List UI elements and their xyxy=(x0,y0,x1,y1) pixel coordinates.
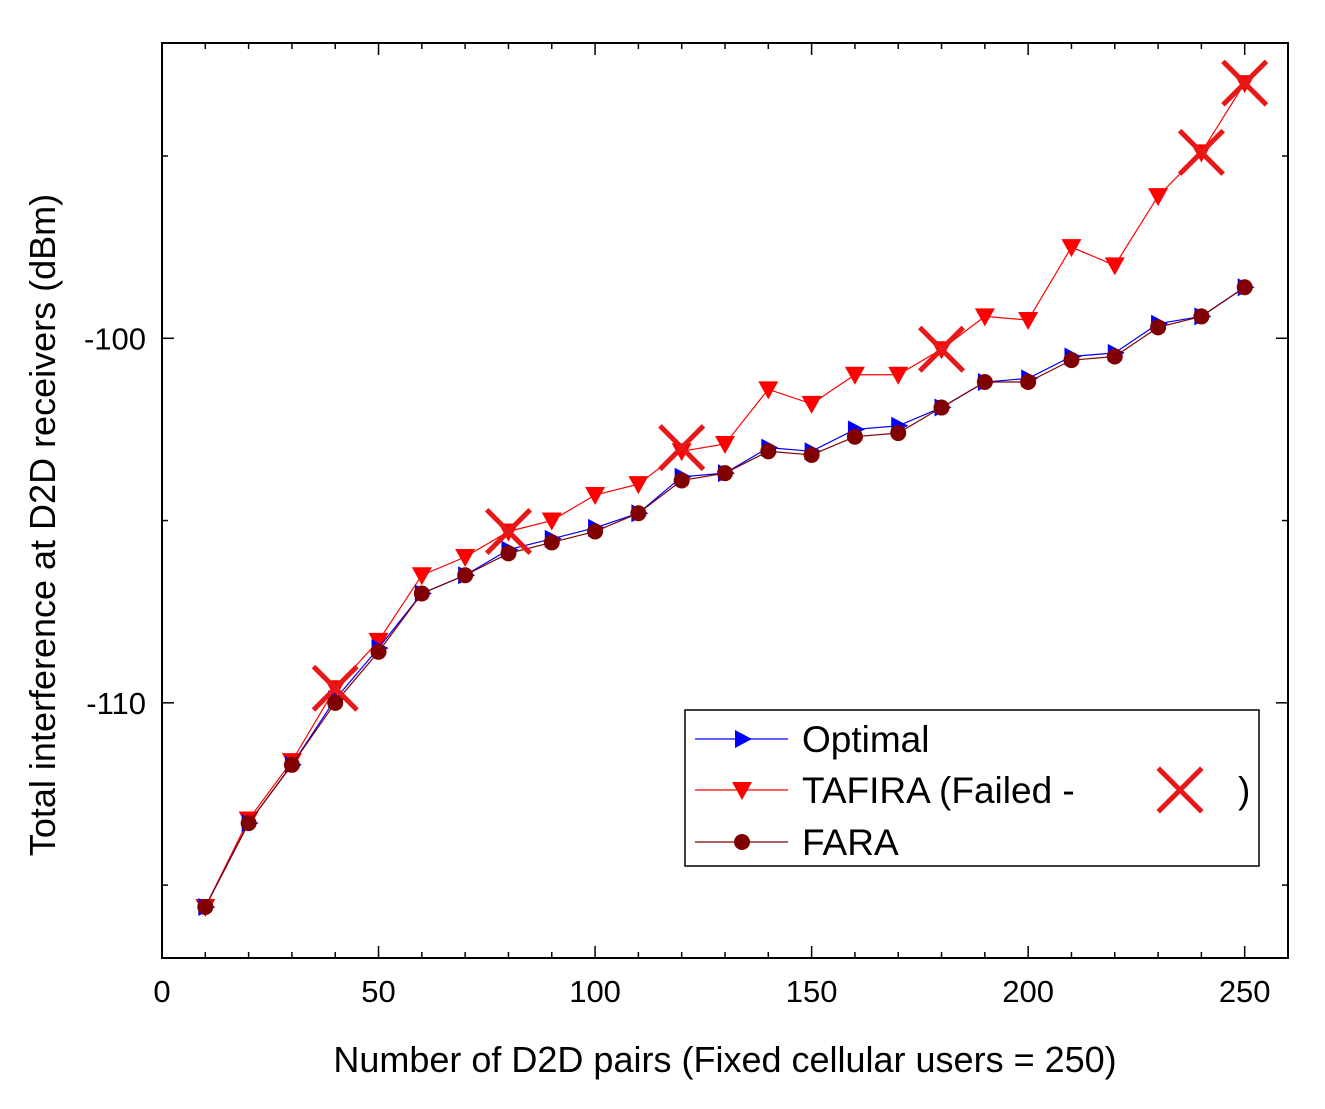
data-point xyxy=(500,545,517,562)
data-point xyxy=(585,487,606,506)
data-point xyxy=(543,534,560,551)
data-point xyxy=(803,446,820,463)
x-tick-label: 0 xyxy=(153,974,170,1009)
data-point xyxy=(630,505,647,522)
data-point xyxy=(1148,188,1169,207)
failed-x-marker xyxy=(918,325,966,373)
legend: Optimal TAFIRA (Failed -) FARA xyxy=(684,709,1260,867)
x-axis-label: Number of D2D pairs (Fixed cellular user… xyxy=(333,1039,1116,1080)
data-point xyxy=(844,366,865,385)
legend-item: FARA xyxy=(695,822,899,863)
x-tick-labels: 0 50 100 150 200 250 xyxy=(153,974,1270,1009)
legend-label-suffix: ) xyxy=(1238,770,1250,811)
failed-x-marker xyxy=(1177,128,1225,176)
data-point xyxy=(1236,279,1253,296)
legend-failed-icon xyxy=(1156,766,1204,814)
data-point xyxy=(715,435,735,454)
data-point xyxy=(1020,374,1037,391)
failed-x-marker xyxy=(311,664,359,712)
data-point xyxy=(1150,319,1167,336)
data-point xyxy=(541,512,562,531)
data-point xyxy=(976,374,993,391)
legend-marker xyxy=(735,730,752,748)
legend-box xyxy=(684,709,1260,867)
data-point xyxy=(1061,239,1082,258)
y-axis-label: Total interference at D2D receivers (dBm… xyxy=(22,194,63,856)
data-point xyxy=(283,756,300,773)
x-tick-label: 100 xyxy=(569,974,621,1009)
data-point xyxy=(370,643,387,660)
failed-x-marker xyxy=(1221,59,1269,107)
data-point xyxy=(717,465,733,482)
data-point xyxy=(673,472,690,489)
legend-label: Optimal xyxy=(802,719,929,760)
failed-x-marker xyxy=(658,424,706,472)
legend-marker xyxy=(732,782,752,800)
data-point xyxy=(671,443,692,462)
data-point xyxy=(1106,348,1123,365)
series-2 xyxy=(197,279,1253,915)
y-tick-label: -100 xyxy=(84,321,146,356)
data-point xyxy=(327,694,344,711)
data-point xyxy=(760,443,777,460)
data-point xyxy=(890,425,907,442)
tick-marks xyxy=(161,43,1289,958)
data-point xyxy=(368,632,389,651)
y-tick-labels: -110 -100 xyxy=(84,321,146,721)
data-point xyxy=(628,476,649,495)
x-tick-label: 150 xyxy=(786,974,838,1009)
data-point xyxy=(758,381,779,400)
x-tick-label: 250 xyxy=(1219,974,1271,1009)
data-point xyxy=(801,395,822,414)
data-point xyxy=(455,549,476,568)
data-point xyxy=(197,898,214,915)
legend-marker xyxy=(734,834,750,850)
data-point xyxy=(587,523,604,540)
data-point xyxy=(1193,308,1210,325)
x-tick-label: 50 xyxy=(361,974,395,1009)
failed-x-marker xyxy=(484,507,532,556)
data-point xyxy=(846,428,863,445)
x-tick-label: 200 xyxy=(1002,974,1054,1009)
legend-item: TAFIRA (Failed -) xyxy=(695,766,1250,814)
y-tick-label: -110 xyxy=(86,686,146,721)
failed-markers xyxy=(311,59,1269,712)
data-point xyxy=(933,399,950,416)
legend-label: TAFIRA (Failed - xyxy=(802,770,1075,811)
data-point xyxy=(974,308,995,327)
data-point xyxy=(1063,352,1080,369)
legend-item: Optimal xyxy=(695,719,929,760)
data-point xyxy=(413,585,430,602)
data-point xyxy=(411,567,432,586)
data-point xyxy=(1104,257,1125,276)
data-point xyxy=(888,366,909,385)
legend-label: FARA xyxy=(802,822,899,863)
data-point xyxy=(1018,312,1039,331)
data-point xyxy=(457,567,474,584)
data-point xyxy=(240,815,257,832)
